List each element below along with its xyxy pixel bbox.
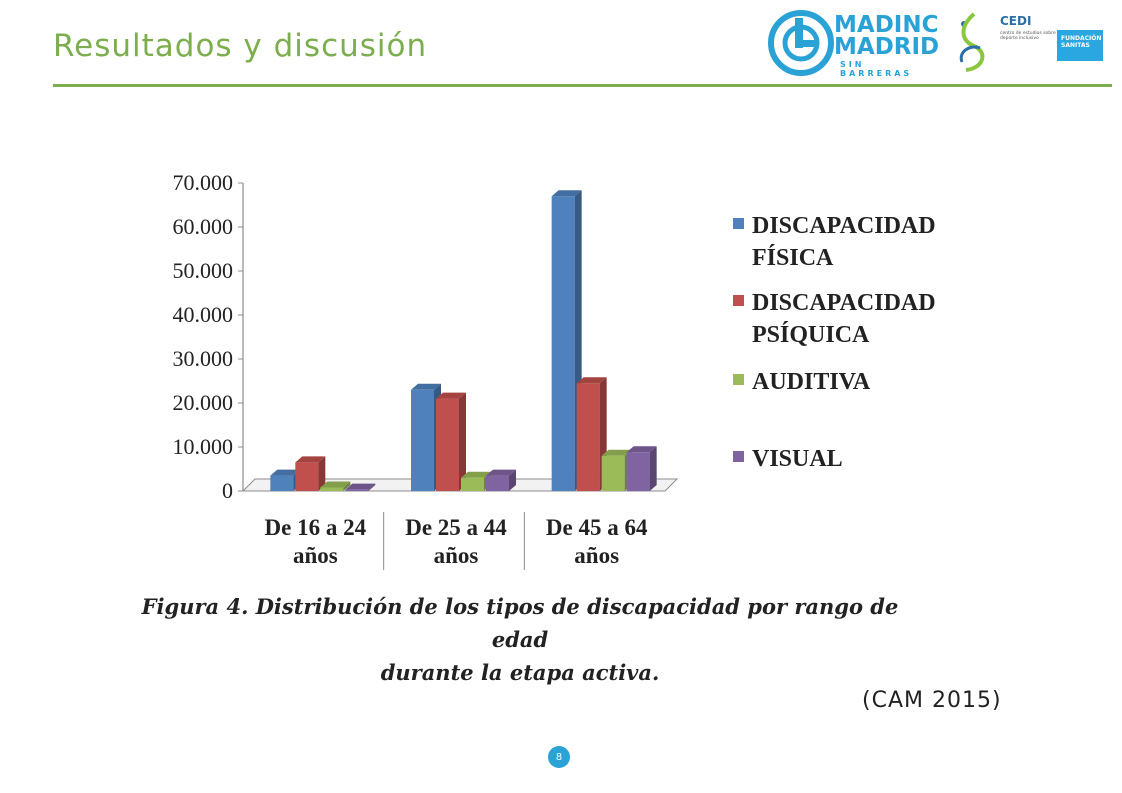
bar (436, 392, 466, 491)
bar (345, 483, 376, 491)
y-tick-label: 70.000 (173, 170, 234, 195)
y-axis-ticks: 0 10.000 20.000 30.000 40.000 50.000 60.000 70.… (173, 170, 243, 503)
legend-label: FÍSICA (752, 245, 834, 271)
source-citation: (CAM 2015) (862, 688, 1002, 713)
x-category-label: años (574, 543, 619, 568)
bar-front (345, 489, 369, 491)
y-tick-label: 10.000 (173, 434, 234, 459)
bar-side (343, 481, 351, 491)
caption-line-2: durante la etapa activa. (380, 660, 660, 685)
sanitas-line1: FUNDACIÓN (1061, 35, 1102, 42)
y-tick-label: 30.000 (173, 346, 234, 371)
bar-front (320, 487, 344, 491)
figure-caption: Figura 4. Distribución de los tipos de d… (120, 590, 920, 689)
bar (626, 446, 657, 491)
x-category-label: De 25 a 44 (405, 515, 507, 540)
x-category-label: años (293, 543, 338, 568)
bar-top (411, 383, 441, 390)
y-tick-label: 20.000 (173, 390, 234, 415)
cedi-logo: CEDI centro de estudios sobre deporte in… (950, 10, 1056, 76)
y-tick-label: 40.000 (173, 302, 234, 327)
bar-front (601, 455, 625, 491)
bar (461, 471, 491, 491)
y-tick-label: 0 (222, 478, 233, 503)
legend-swatch (733, 374, 744, 385)
bar (486, 469, 516, 491)
bar-top (576, 377, 607, 384)
x-category-label: De 45 a 64 (546, 515, 648, 540)
bar-side (368, 483, 376, 491)
bar-top (461, 471, 491, 478)
x-category-label: años (434, 543, 479, 568)
legend-label: AUDITIVA (752, 369, 871, 395)
madinc-line2: MADRID (834, 34, 940, 60)
bar-front (270, 475, 294, 491)
bar-top (295, 456, 326, 463)
bar-side (459, 392, 466, 491)
fundacion-sanitas-logo: FUNDACIÓN SANITAS (1057, 30, 1103, 61)
bar-front (486, 475, 509, 491)
bar-front (295, 462, 319, 491)
madinc-subtitle: SIN BARRERAS (840, 60, 913, 78)
legend-label: PSÍQUICA (752, 322, 870, 348)
legend-swatch (733, 451, 744, 462)
bar-side (318, 456, 326, 491)
legend-label: DISCAPACIDAD (752, 290, 936, 316)
caption-line-1: Figura 4. Distribución de los tipos de d… (141, 594, 899, 652)
cedi-label: CEDI (1000, 14, 1032, 28)
bar-front (411, 389, 434, 491)
wheelchair-icon (768, 10, 834, 76)
bar-top (270, 469, 301, 476)
bar-side (649, 446, 657, 491)
bar (320, 481, 351, 491)
y-tick-label: 60.000 (173, 214, 234, 239)
bar-front (576, 383, 600, 491)
bar-front (436, 398, 459, 491)
slide-title: Resultados y discusión (53, 28, 428, 64)
x-category-label: De 16 a 24 (265, 515, 367, 540)
chart-bars (270, 190, 657, 491)
bar-side (509, 469, 516, 491)
legend-swatch (733, 295, 744, 306)
chart-legend: DISCAPACIDAD FÍSICA DISCAPACIDAD PSÍQUICA AU… (733, 213, 936, 472)
bar-top (626, 446, 657, 453)
bar-top (436, 392, 466, 399)
bar (295, 456, 326, 491)
madinc-madrid-logo: MADINC MADRID SIN BARRERAS (768, 10, 939, 78)
x-axis-labels: De 16 a 24 años De 25 a 44 años De 45 a 64 añ… (265, 512, 648, 570)
madinc-line1: MADINC (834, 12, 939, 38)
bar-top (320, 481, 351, 488)
sanitas-line2: SANITAS (1061, 42, 1090, 49)
bar-top (551, 190, 582, 197)
bar-top (486, 469, 516, 476)
y-tick-label: 50.000 (173, 258, 234, 283)
legend-swatch (733, 218, 744, 229)
bar-top (601, 449, 632, 456)
bar-front (626, 452, 650, 491)
cedi-emblem-icon (959, 12, 985, 72)
cedi-subtitle: centro de estudios sobre deporte inclusi… (1000, 31, 1056, 41)
page-number-badge: 8 (548, 746, 570, 768)
title-divider (53, 84, 1112, 87)
bar-front (551, 196, 575, 491)
bar-top (345, 483, 376, 490)
legend-label: DISCAPACIDAD (752, 213, 936, 239)
legend-label: VISUAL (752, 446, 843, 472)
bar-front (461, 477, 484, 491)
